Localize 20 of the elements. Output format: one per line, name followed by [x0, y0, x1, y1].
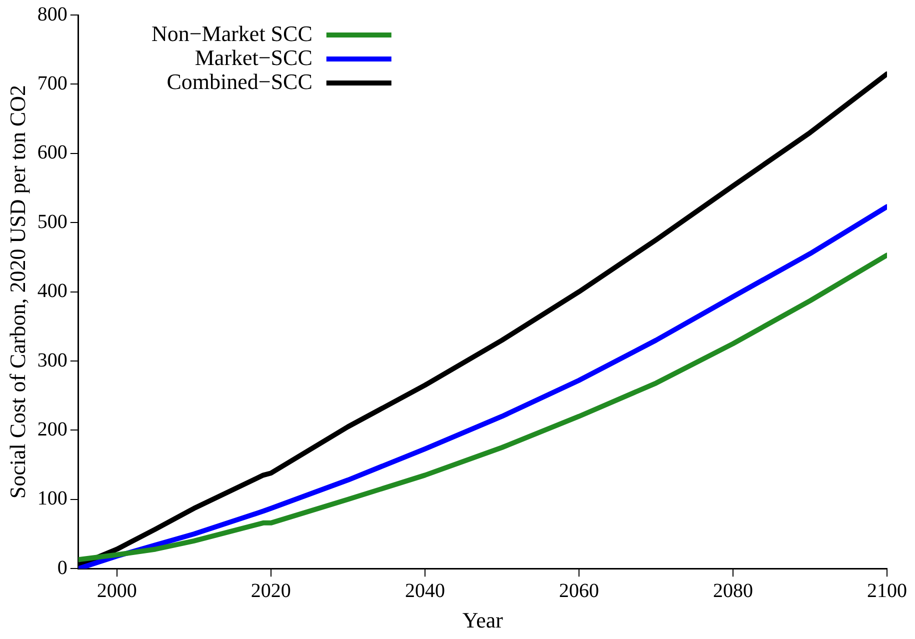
- y-tick-label: 0: [57, 556, 68, 579]
- legend-label: Combined−SCC: [166, 68, 312, 94]
- y-tick-label: 200: [37, 418, 68, 440]
- x-tick-label: 2040: [404, 580, 445, 602]
- legend-label: Non−Market SCC: [151, 20, 312, 46]
- y-tick-label: 700: [37, 72, 68, 94]
- legend-label: Market−SCC: [194, 44, 312, 70]
- y-tick-label: 100: [37, 488, 68, 510]
- y-tick-label: 500: [37, 210, 68, 233]
- y-tick-label: 300: [37, 349, 68, 372]
- y-tick-label: 800: [37, 3, 68, 26]
- y-tick-label: 400: [37, 280, 68, 302]
- x-tick-label: 2000: [96, 580, 137, 602]
- x-tick-label: 2100: [867, 580, 907, 602]
- x-tick-label: 2060: [558, 580, 599, 602]
- y-axis-title: Social Cost of Carbon, 2020 USD per ton CO2: [4, 84, 30, 499]
- y-tick-label: 600: [37, 142, 68, 164]
- x-tick-label: 2020: [250, 580, 291, 602]
- x-tick-label: 2080: [712, 580, 753, 602]
- x-axis-title: Year: [462, 608, 504, 633]
